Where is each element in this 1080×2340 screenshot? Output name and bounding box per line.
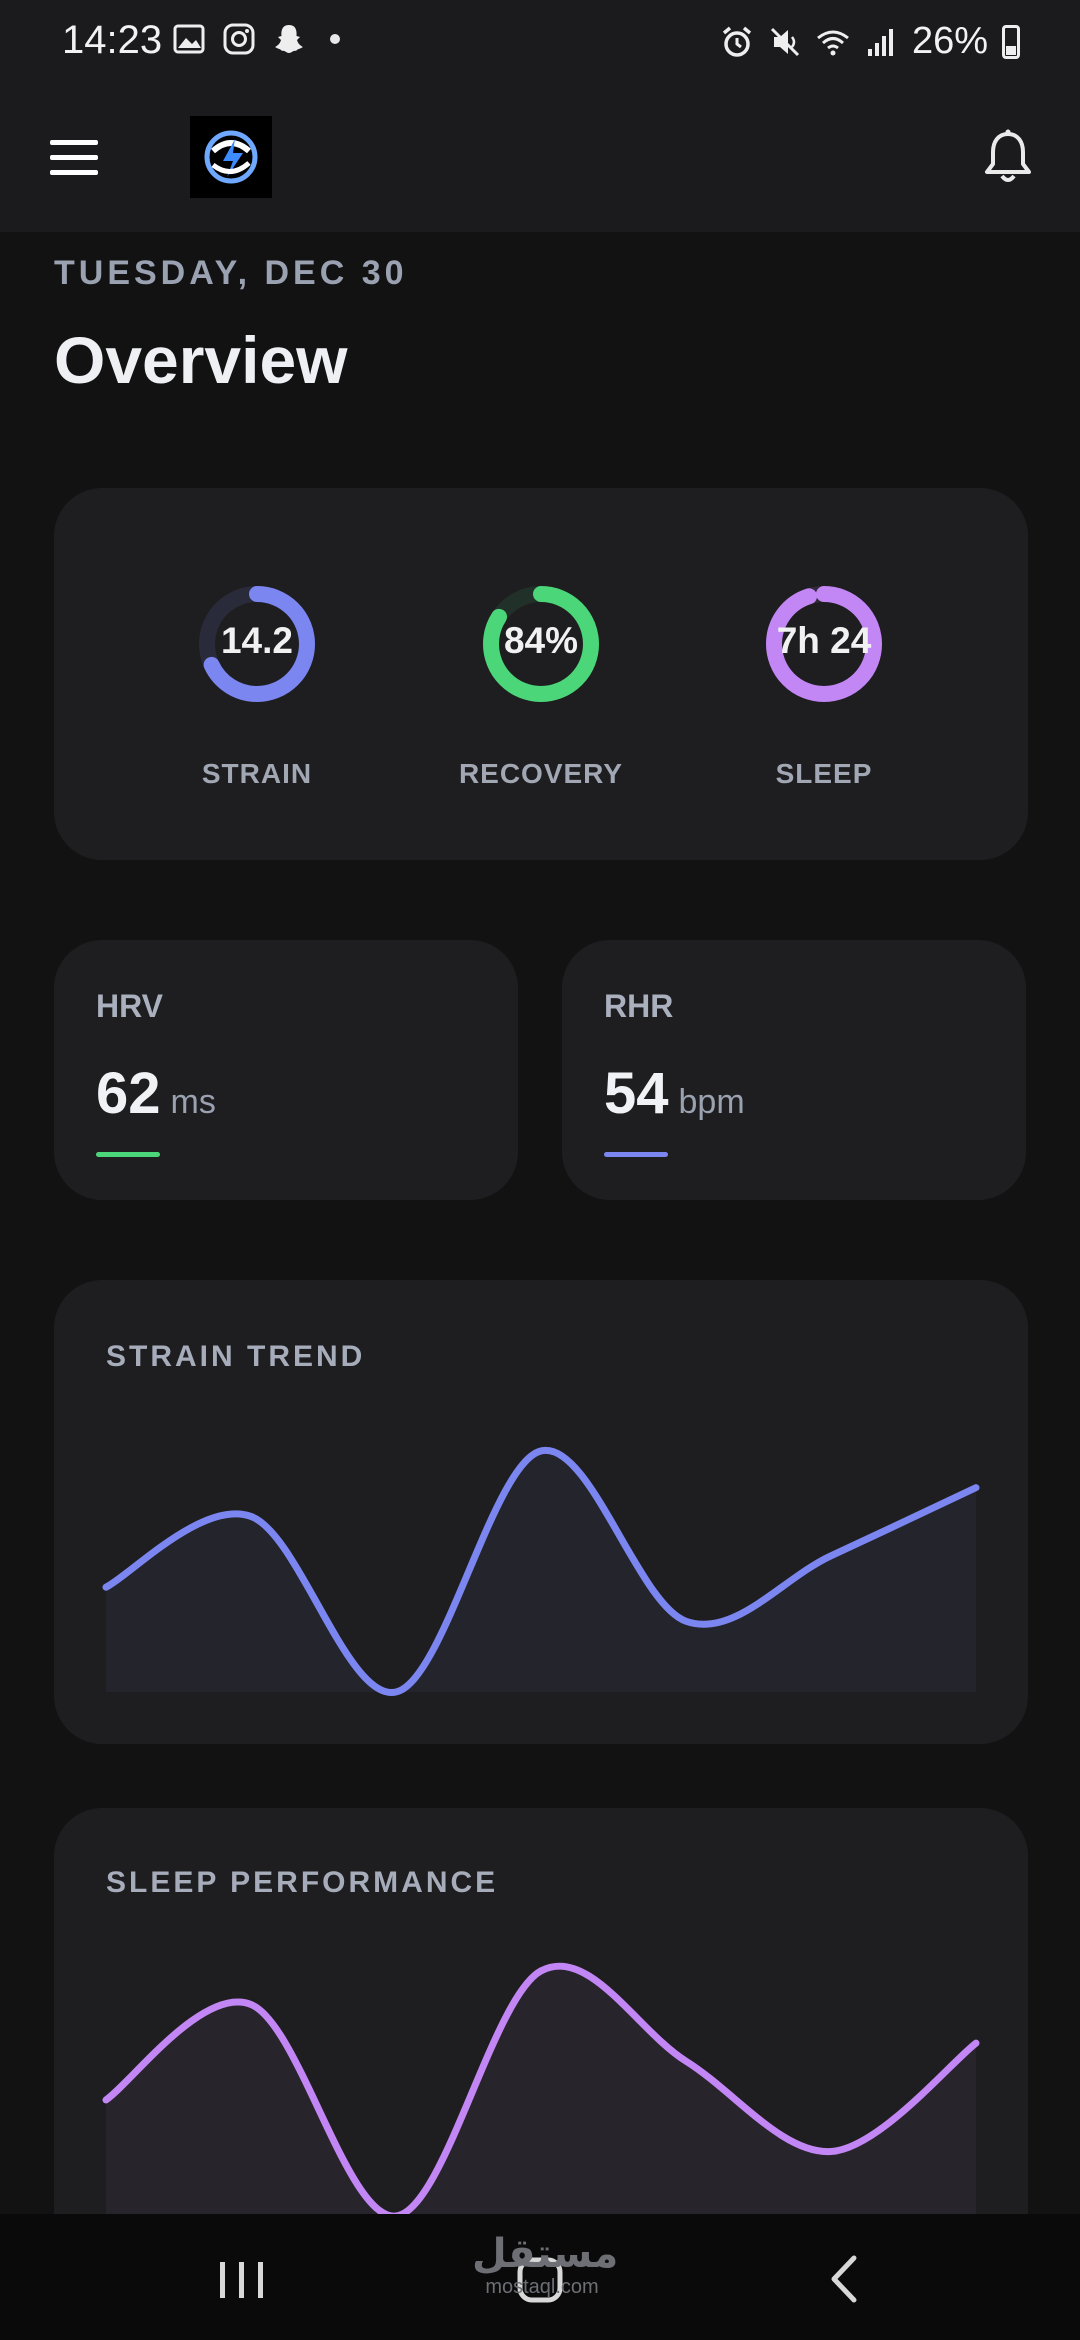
hrv-value: 62: [96, 1061, 161, 1126]
hamburger-icon[interactable]: [50, 140, 98, 176]
strain-trend-line: [102, 1447, 980, 1696]
page-title: Overview: [54, 323, 348, 397]
rhr-accent-bar: [604, 1152, 668, 1157]
rhr-card[interactable]: RHR 54 bpm: [562, 940, 1026, 1200]
hrv-value-row: 62 ms: [96, 1060, 216, 1127]
notification-icons: [172, 22, 340, 56]
sleep-performance-title: SLEEP PERFORMANCE: [106, 1866, 499, 1899]
snapchat-icon: [275, 25, 303, 53]
hrv-accent-bar: [96, 1152, 160, 1157]
watermark-arabic: مستقل: [472, 2231, 619, 2277]
dot-icon: [330, 34, 340, 44]
strain-trend-title: STRAIN TREND: [106, 1340, 366, 1373]
logo-icon: [204, 130, 258, 184]
sleep-performance-line: [102, 1962, 980, 2220]
strain-ring-gauge: [199, 586, 315, 702]
bell-icon[interactable]: [976, 126, 1040, 190]
mute-icon: [770, 27, 799, 56]
recent-apps-icon[interactable]: [202, 2244, 282, 2314]
sleep-ring-arc: [766, 586, 882, 702]
rhr-value: 54: [604, 1061, 669, 1126]
back-icon[interactable]: [806, 2244, 886, 2314]
strain-value: 14.2: [220, 620, 293, 661]
recovery-ring[interactable]: 84%: [481, 584, 601, 704]
hrv-label: HRV: [96, 988, 163, 1024]
hrv-unit: ms: [170, 1083, 216, 1121]
recovery-label: RECOVERY: [458, 758, 624, 789]
recovery-ring-arc: [483, 586, 599, 702]
sleep-performance-area: [106, 1966, 976, 2217]
signal-icon: [867, 28, 893, 56]
watermark-latin: mostaql.com: [485, 2276, 599, 2298]
system-icons: 26%: [720, 20, 1020, 63]
instagram-icon: [223, 23, 255, 55]
page-date: TUESDAY, DEC 30: [54, 254, 408, 292]
sleep-ring-gauge: [766, 586, 882, 702]
recovery-ring-gauge: [483, 586, 599, 702]
status-bar: 14:23: [0, 0, 1080, 84]
summary-rings-card[interactable]: 14.2 STRAIN 84% RECOVERY 7h 24 SLEEP: [54, 488, 1028, 860]
sleep-performance-chart: [102, 1962, 980, 2220]
strain-ring-arc: [199, 586, 315, 702]
strain-ring[interactable]: 14.2: [197, 584, 317, 704]
app-bar: [0, 84, 1080, 232]
strain-label: STRAIN: [201, 758, 313, 789]
watermark: مستقل mostaql.com: [472, 2231, 619, 2298]
recovery-value: 84%: [503, 620, 579, 661]
sleep-label: SLEEP: [775, 758, 873, 789]
battery-icon: [1002, 24, 1020, 59]
wifi-icon: [817, 30, 849, 55]
rhr-unit: bpm: [678, 1083, 745, 1121]
rhr-label: RHR: [604, 988, 674, 1024]
sleep-value: 7h 24: [776, 620, 872, 661]
strain-trend-area: [106, 1450, 976, 1693]
sleep-ring[interactable]: 7h 24: [764, 584, 884, 704]
app-logo[interactable]: [190, 116, 272, 198]
rhr-value-row: 54 bpm: [604, 1060, 745, 1127]
hrv-card[interactable]: HRV 62 ms: [54, 940, 518, 1200]
strain-trend-chart: [102, 1447, 980, 1696]
alarm-icon: [722, 26, 752, 57]
battery-percent: 26%: [911, 20, 988, 62]
status-time: 14:23: [62, 18, 163, 62]
home-icon[interactable]: [500, 2244, 580, 2314]
system-nav-bar: [0, 2214, 1080, 2340]
gallery-icon: [173, 24, 205, 54]
strain-trend-card[interactable]: STRAIN TREND: [54, 1280, 1028, 1744]
